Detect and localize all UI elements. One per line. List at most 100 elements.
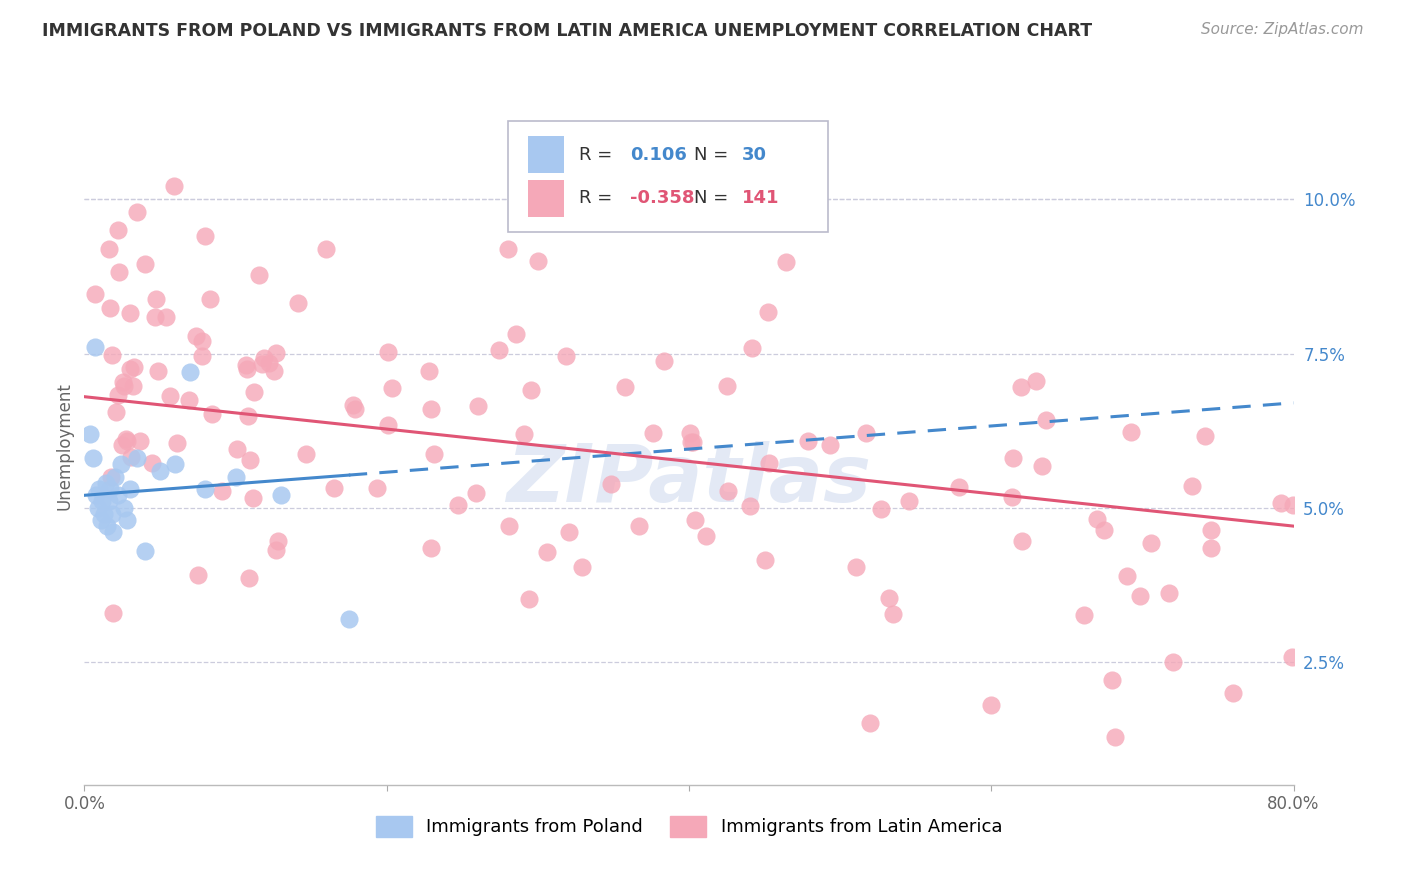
Point	[797, 434, 820, 449]
Point	[496, 242, 519, 256]
Point	[155, 310, 177, 324]
Point	[104, 405, 127, 419]
Point	[100, 507, 122, 521]
Point	[519, 591, 541, 606]
Point	[98, 482, 121, 496]
Point	[247, 268, 270, 282]
Point	[467, 399, 489, 413]
Point	[464, 486, 486, 500]
Point	[264, 543, 287, 558]
Point	[505, 327, 527, 342]
Point	[107, 265, 129, 279]
Point	[191, 334, 214, 348]
Point	[96, 519, 118, 533]
Point	[141, 457, 163, 471]
Point	[266, 346, 288, 360]
Point	[1011, 533, 1033, 548]
Point	[758, 456, 780, 470]
Point	[194, 229, 217, 244]
Point	[1161, 655, 1184, 669]
Point	[1282, 498, 1305, 512]
Point	[250, 357, 273, 371]
Point	[270, 488, 292, 502]
Point	[91, 494, 114, 508]
Point	[287, 296, 309, 310]
Point	[377, 345, 399, 359]
Point	[741, 341, 763, 355]
Point	[86, 488, 108, 502]
Point	[756, 305, 779, 319]
Point	[235, 362, 257, 376]
Point	[112, 500, 135, 515]
Point	[1119, 425, 1142, 440]
Point	[110, 438, 132, 452]
Point	[100, 470, 122, 484]
Point	[679, 425, 702, 440]
Point	[82, 451, 104, 466]
Point	[257, 356, 280, 370]
Point	[571, 560, 593, 574]
Point	[1181, 478, 1204, 492]
Point	[198, 293, 221, 307]
Point	[295, 447, 318, 461]
Point	[600, 476, 623, 491]
Point	[652, 354, 675, 368]
Point	[79, 426, 101, 441]
Point	[127, 204, 149, 219]
Point	[420, 402, 443, 417]
Point	[163, 179, 186, 194]
Point	[122, 379, 145, 393]
Point	[488, 343, 510, 357]
Point	[536, 544, 558, 558]
Point	[128, 434, 150, 449]
Point	[1101, 673, 1123, 688]
Point	[97, 494, 120, 508]
Point	[118, 306, 141, 320]
Point	[110, 458, 132, 472]
Point	[614, 380, 637, 394]
Point	[948, 480, 970, 494]
Point	[1002, 451, 1025, 466]
Point	[513, 426, 536, 441]
Point	[165, 458, 187, 472]
Point	[754, 553, 776, 567]
Point	[377, 418, 399, 433]
Point	[980, 698, 1002, 712]
Point	[238, 571, 260, 585]
Point	[1139, 536, 1161, 550]
Point	[191, 349, 214, 363]
Point	[1035, 413, 1057, 427]
Point	[554, 349, 576, 363]
Point	[716, 378, 738, 392]
Point	[1073, 607, 1095, 622]
Point	[115, 513, 138, 527]
Point	[882, 607, 904, 621]
Point	[423, 447, 446, 461]
Point	[238, 409, 260, 423]
Point	[134, 257, 156, 271]
Point	[107, 488, 129, 502]
Point	[682, 435, 704, 450]
Point	[104, 470, 127, 484]
Point	[342, 398, 364, 412]
Point	[184, 329, 207, 343]
Point	[122, 359, 145, 374]
Point	[242, 491, 264, 505]
Point	[101, 606, 124, 620]
Point	[93, 507, 115, 521]
Point	[1157, 586, 1180, 600]
Point	[447, 499, 470, 513]
Point	[115, 434, 138, 449]
Point	[120, 362, 142, 376]
Point	[1116, 569, 1139, 583]
Point	[97, 242, 120, 256]
Point	[112, 378, 135, 392]
Point	[211, 483, 233, 498]
Point	[322, 481, 344, 495]
Point	[366, 482, 388, 496]
Point	[179, 365, 201, 379]
Point	[628, 519, 651, 533]
Point	[1129, 589, 1152, 603]
Point	[263, 363, 285, 377]
Text: 141: 141	[742, 189, 780, 207]
